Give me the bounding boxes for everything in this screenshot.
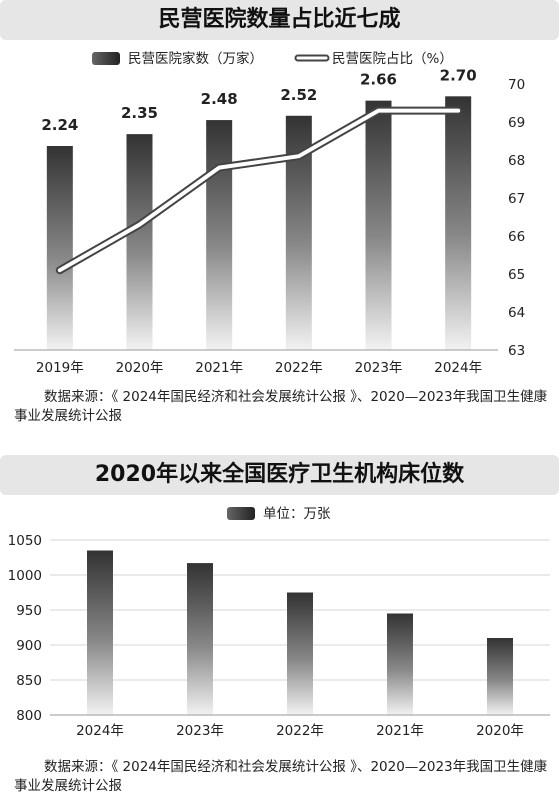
y-tick-label-3: 950 <box>16 603 42 619</box>
bar-hospitals-1 <box>126 134 153 350</box>
chart1-title: 民营医院数量占比近七成 <box>0 0 559 40</box>
y-tick-label-2: 900 <box>16 638 42 654</box>
y2-tick-label-1: 64 <box>508 305 525 321</box>
line-share-outline <box>55 106 463 275</box>
x2-tick-label-3: 2021年 <box>376 723 424 739</box>
x-tick-label-4: 2023年 <box>355 360 403 376</box>
legend-line-label: 民营医院占比（%） <box>332 51 453 67</box>
bar-hospitals-5 <box>445 96 472 350</box>
x-tick-label-1: 2020年 <box>116 360 164 376</box>
x2-tick-label-0: 2024年 <box>76 723 124 739</box>
line-share <box>57 108 461 273</box>
y2-tick-label-5: 68 <box>508 153 525 169</box>
chart1-source: 数据来源：《 2024年国民经济和社会发展统计公报 》、2020—2023年我国… <box>14 389 548 424</box>
bar-value-label-4: 2.66 <box>360 71 397 89</box>
y2-tick-label-7: 70 <box>508 77 525 93</box>
y-tick-label-0: 800 <box>16 708 42 724</box>
x-tick-label-3: 2022年 <box>275 360 323 376</box>
y-tick-label-1: 850 <box>16 673 42 689</box>
bar-beds-3 <box>387 613 413 715</box>
bar-value-label-0: 2.24 <box>41 116 78 134</box>
bar-hospitals-4 <box>365 100 392 350</box>
x2-tick-label-4: 2020年 <box>476 723 524 739</box>
chart1-plot: 民营医院家数（万家） 民营医院占比（%） 2.24 2019年 2.35 2020年 2… <box>14 50 525 376</box>
x-tick-label-5: 2024年 <box>434 360 482 376</box>
legend-bar-label: 民营医院家数（万家） <box>128 50 263 67</box>
chart2-source: 数据来源：《 2024年国民经济和社会发展统计公报 》、2020—2023年我国… <box>14 759 548 794</box>
legend2-bar-label: 单位：万张 <box>263 506 331 522</box>
y-tick-label-5: 1050 <box>8 533 42 549</box>
bar-hospitals-2 <box>206 120 233 350</box>
y2-tick-label-3: 66 <box>508 229 525 245</box>
bar-value-label-5: 2.70 <box>440 66 477 84</box>
bar-value-label-1: 2.35 <box>121 104 158 122</box>
y2-tick-label-0: 63 <box>508 343 525 359</box>
bar-hospitals-0 <box>46 146 73 350</box>
bar-value-label-2: 2.48 <box>201 90 238 108</box>
x2-tick-label-1: 2023年 <box>176 723 224 739</box>
x-tick-label-2: 2021年 <box>195 360 243 376</box>
bar-beds-4 <box>487 638 513 715</box>
bar-value-label-3: 2.52 <box>280 86 317 104</box>
chart2-plot: 单位：万张 800 850 900 950 1000 1050 2024年 2023年 202… <box>8 506 550 739</box>
chart2-title: 2020年以来全国医疗卫生机构床位数 <box>0 455 559 495</box>
bar-beds-1 <box>187 563 213 715</box>
legend-bar-swatch <box>92 52 120 65</box>
x2-tick-label-2: 2022年 <box>276 723 324 739</box>
bar-beds-2 <box>287 592 313 715</box>
y2-tick-label-4: 67 <box>508 191 525 207</box>
bar-beds-0 <box>87 550 113 715</box>
y2-tick-label-2: 65 <box>508 267 525 283</box>
x-tick-label-0: 2019年 <box>36 360 84 376</box>
legend2-bar-swatch <box>227 507 255 520</box>
y-tick-label-4: 1000 <box>8 568 42 584</box>
y2-tick-label-6: 69 <box>508 115 525 131</box>
